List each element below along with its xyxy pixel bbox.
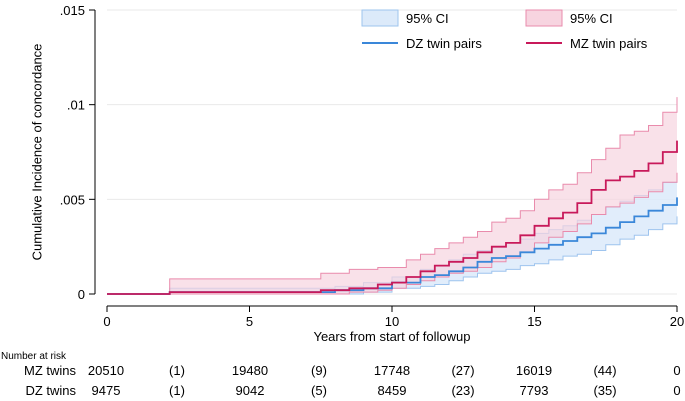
risk-table-cell: (9) xyxy=(311,363,327,378)
mz-ci-lower-edge xyxy=(107,172,678,295)
risk-table: Number at risk MZ twins DZ twins 20510 (1… xyxy=(1,351,681,398)
ticks: 0 .005 .01 .015 0 5 10 15 20 xyxy=(60,3,685,329)
risk-table-cell: (27) xyxy=(451,363,474,378)
risk-table-cell: 19480 xyxy=(232,363,268,378)
legend-dz-line-label: DZ twin pairs xyxy=(406,36,482,51)
ci-bands xyxy=(107,97,678,295)
y-tick-label: .015 xyxy=(60,3,85,18)
x-tick-label: 20 xyxy=(670,314,684,329)
series-lines xyxy=(107,140,678,295)
risk-row-label: MZ twins xyxy=(24,363,77,378)
risk-table-cell: 17748 xyxy=(374,363,410,378)
mz-series-line xyxy=(107,140,678,295)
x-tick-label: 10 xyxy=(385,314,399,329)
x-tick-label: 15 xyxy=(527,314,541,329)
y-tick-label: .01 xyxy=(67,98,85,113)
risk-table-cell: 8459 xyxy=(378,383,407,398)
risk-table-cell: 0 xyxy=(673,363,680,378)
legend-dz-ci-label: 95% CI xyxy=(406,11,449,26)
risk-row-label: DZ twins xyxy=(25,383,76,398)
risk-table-cell: (23) xyxy=(451,383,474,398)
x-tick-label: 5 xyxy=(246,314,253,329)
risk-table-cell: (1) xyxy=(169,383,185,398)
y-tick-label: .005 xyxy=(60,192,85,207)
legend-mz-ci-label: 95% CI xyxy=(570,11,613,26)
risk-table-cell: (5) xyxy=(311,383,327,398)
risk-table-cell: 9475 xyxy=(92,383,121,398)
risk-table-heading: Number at risk xyxy=(1,351,67,362)
risk-table-cell: 20510 xyxy=(88,363,124,378)
legend-mz-ci-swatch xyxy=(525,9,563,27)
risk-table-cell: 9042 xyxy=(236,383,265,398)
mz-ci-upper-edge xyxy=(107,97,678,295)
y-axis-title: Cumulative Incidence of concordance xyxy=(29,44,44,261)
legend-mz-line-label: MZ twin pairs xyxy=(570,36,648,51)
x-tick-label: 0 xyxy=(103,314,110,329)
y-tick-label: 0 xyxy=(78,287,85,302)
risk-table-cell: (35) xyxy=(593,383,616,398)
risk-table-cell: (44) xyxy=(593,363,616,378)
legend: 95% CI 95% CI DZ twin pairs MZ twin pair… xyxy=(361,9,648,51)
risk-table-cell: 0 xyxy=(673,383,680,398)
risk-table-cell: (1) xyxy=(169,363,185,378)
dz-series-line xyxy=(107,197,678,295)
risk-table-cell: 7793 xyxy=(520,383,549,398)
legend-dz-ci-swatch xyxy=(361,9,399,27)
x-axis-title: Years from start of followup xyxy=(313,329,470,344)
risk-table-cell: 16019 xyxy=(516,363,552,378)
